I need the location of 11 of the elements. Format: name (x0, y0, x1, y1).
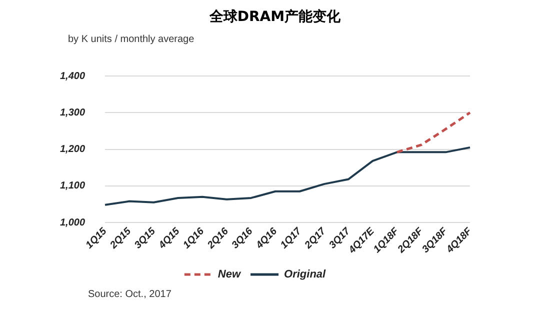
y-tick-label: 1,400 (60, 70, 86, 82)
legend-label: Original (284, 268, 327, 281)
source-note: Source: Oct., 2017 (88, 289, 172, 300)
y-tick-label: 1,000 (60, 217, 86, 228)
line-series (396, 111, 472, 154)
y-tick-label: 1,200 (60, 144, 86, 155)
y-tick-label: 1,300 (60, 107, 86, 118)
chart-title: 全球DRAM产能变化 (208, 8, 342, 26)
legend-label: New (218, 268, 242, 281)
y-axis-title: by K units / monthly average (68, 34, 194, 45)
y-tick-label: 1,100 (60, 180, 86, 192)
